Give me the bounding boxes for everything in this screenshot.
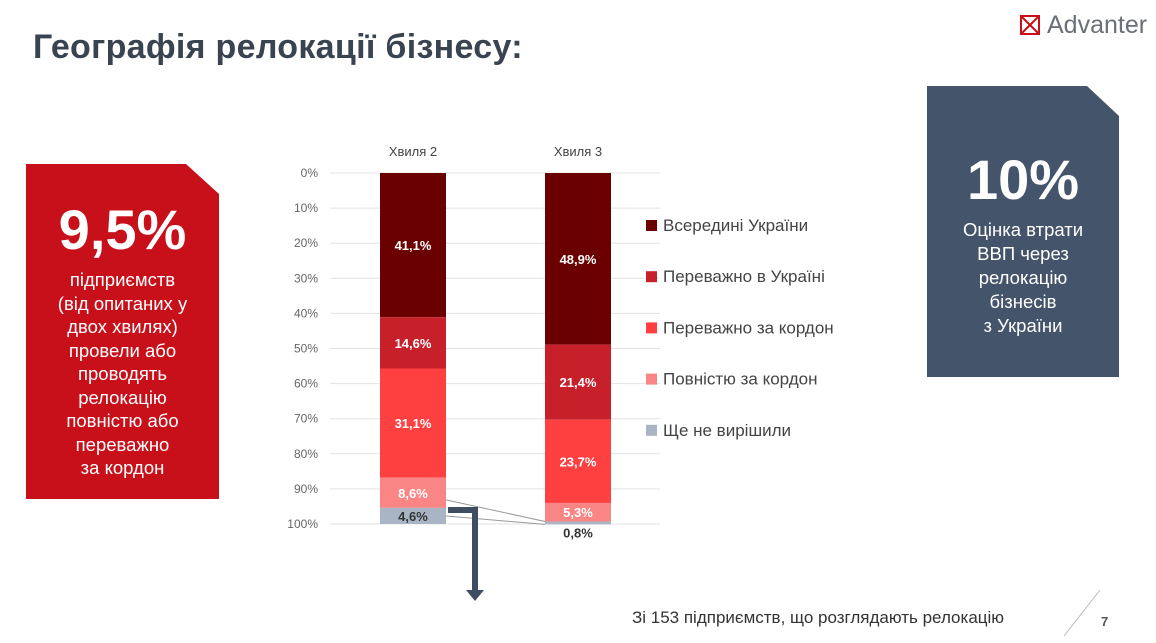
down-arrow-icon — [448, 507, 478, 590]
legend-label: Ще не вирішили — [663, 421, 791, 440]
bar-segment — [380, 368, 446, 478]
arrowhead-icon — [466, 590, 484, 601]
legend-label: Повністю за кордон — [663, 370, 818, 389]
stat-text-line: (від опитаних у — [57, 292, 188, 314]
legend-swatch — [646, 322, 657, 334]
x-category-label: Хвиля 3 — [554, 144, 602, 159]
data-label: 48,9% — [560, 252, 597, 267]
y-tick-label: 90% — [294, 482, 318, 496]
bar-segment — [545, 173, 611, 345]
stat-text-line: провели або — [68, 339, 177, 361]
legend-label: Переважно в Україні — [663, 267, 825, 286]
gdp-text-line: бізнесів — [989, 291, 1057, 312]
legend-swatch — [646, 220, 657, 231]
stat-text-line: за кордон — [80, 457, 165, 478]
gdp-text-line: Оцінка втрати — [962, 219, 1084, 240]
data-label: 23,7% — [560, 454, 597, 469]
gdp-loss-value: 10% — [966, 148, 1080, 211]
footnote: Зі 153 підприємств, що розглядають релок… — [632, 608, 1005, 627]
gdp-text-line: релокацію — [978, 267, 1068, 288]
bar-segment — [380, 317, 446, 369]
data-label: 5,3% — [563, 505, 593, 520]
page-title: Географія релокації бізнесу: — [33, 28, 523, 66]
stat-text-line: двох хвилях) — [67, 316, 178, 337]
relocation-stat-value: 9,5% — [58, 198, 187, 261]
stat-text-line: повністю або — [66, 410, 179, 431]
y-tick-label: 100% — [287, 517, 318, 531]
connector-line — [445, 499, 546, 523]
legend-label: Переважно за кордон — [663, 318, 834, 337]
relocation-stat-card: 9,5% підприємств (від опитаних у двох хв… — [26, 164, 219, 499]
gdp-text-line: з України — [983, 315, 1063, 336]
y-tick-label: 20% — [294, 236, 318, 250]
y-tick-label: 70% — [294, 412, 318, 426]
gdp-text-line: ВВП через — [977, 243, 1069, 264]
y-tick-label: 30% — [294, 271, 318, 285]
legend-swatch — [646, 373, 657, 385]
connector-line — [445, 515, 546, 525]
data-label: 4,6% — [398, 509, 428, 524]
stat-text-line: підприємств — [69, 269, 176, 290]
y-tick-label: 10% — [294, 201, 318, 215]
stat-text-line: проводять — [77, 363, 168, 384]
y-tick-label: 40% — [294, 306, 318, 320]
data-label: 41,1% — [395, 238, 432, 253]
decorative-slash — [1063, 589, 1101, 637]
bar-segment — [380, 173, 446, 318]
gdp-loss-stat-card: 10% Оцінка втрати ВВП через релокацію бі… — [927, 86, 1119, 377]
logo-text: Advanter — [1047, 10, 1148, 39]
x-category-label: Хвиля 2 — [389, 144, 437, 159]
advanter-logo: Advanter — [1020, 10, 1148, 39]
y-tick-label: 80% — [294, 447, 318, 461]
relocation-stat-text: підприємств (від опитаних у двох хвилях)… — [26, 268, 219, 480]
bar-segment — [545, 344, 611, 420]
legend-swatch — [646, 271, 657, 283]
legend-swatch — [646, 424, 657, 436]
bar-segment — [380, 477, 446, 508]
y-tick-label: 60% — [294, 377, 318, 391]
legend-label: Всередині України — [663, 216, 808, 235]
bar-segment — [545, 502, 611, 522]
data-label: 31,1% — [395, 416, 432, 431]
stat-text-line: переважно — [75, 433, 170, 455]
bar-segment — [545, 419, 611, 503]
y-tick-label: 50% — [294, 342, 318, 356]
advanter-logo-icon — [1020, 15, 1040, 35]
data-label: 0,8% — [563, 525, 593, 540]
bar-segment — [545, 521, 611, 525]
stat-text-line: релокацію — [78, 386, 167, 408]
data-label: 21,4% — [560, 375, 597, 390]
data-label: 14,6% — [395, 336, 432, 351]
data-label: 8,6% — [398, 486, 428, 501]
bar-segment — [380, 507, 446, 524]
gdp-loss-text: Оцінка втрати ВВП через релокацію бізнес… — [927, 218, 1119, 338]
page-number: 7 — [1101, 614, 1109, 629]
y-tick-label: 0% — [301, 166, 319, 180]
